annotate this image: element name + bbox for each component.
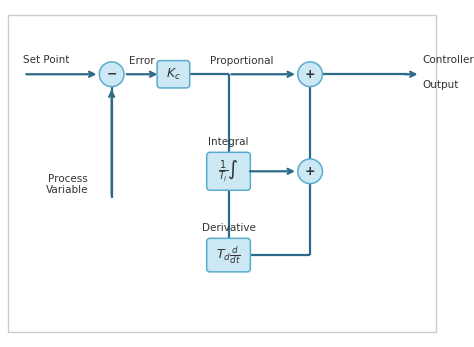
Circle shape (99, 62, 124, 87)
FancyBboxPatch shape (157, 61, 190, 88)
Text: Set Point: Set Point (23, 54, 70, 65)
FancyBboxPatch shape (207, 152, 250, 190)
Text: $K_c$: $K_c$ (166, 67, 181, 82)
Text: Proportional: Proportional (210, 56, 274, 66)
Text: +: + (305, 165, 315, 178)
FancyBboxPatch shape (8, 15, 436, 332)
Text: Error: Error (129, 56, 155, 66)
FancyBboxPatch shape (207, 238, 250, 272)
Text: Process
Variable: Process Variable (46, 174, 89, 195)
Text: $T_d\frac{d}{dt}$: $T_d\frac{d}{dt}$ (216, 244, 241, 266)
Text: −: − (106, 68, 117, 81)
Text: +: + (305, 68, 315, 81)
Text: Derivative: Derivative (201, 223, 255, 234)
Circle shape (298, 159, 322, 184)
Text: $\frac{1}{T_i}\int$: $\frac{1}{T_i}\int$ (218, 159, 239, 184)
Text: Integral: Integral (208, 137, 249, 147)
Text: Controller: Controller (423, 54, 474, 65)
Circle shape (298, 62, 322, 87)
Text: Output: Output (423, 79, 459, 90)
